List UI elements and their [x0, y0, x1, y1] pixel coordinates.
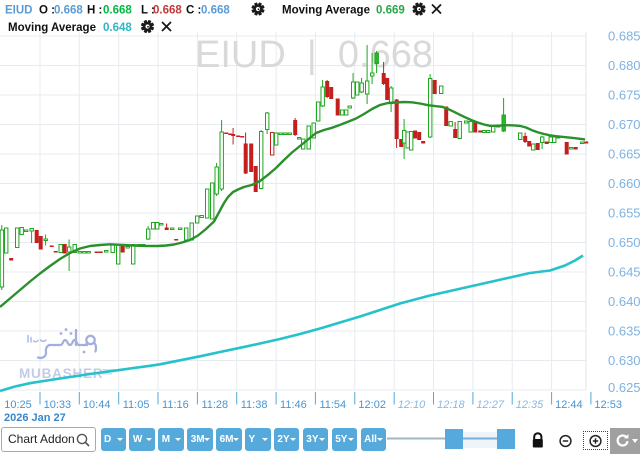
svg-text:0.630: 0.630: [608, 353, 640, 368]
svg-text:11:38: 11:38: [241, 399, 268, 411]
svg-text:0.655: 0.655: [608, 206, 640, 221]
svg-text:10:25: 10:25: [4, 399, 32, 411]
svg-text:0.680: 0.680: [608, 58, 640, 73]
svg-text:12:27: 12:27: [476, 399, 504, 411]
svg-text:0.669: 0.669: [376, 5, 405, 17]
svg-text:EIUD | 0.668: EIUD | 0.668: [195, 34, 433, 76]
svg-text:0.668: 0.668: [153, 5, 182, 17]
svg-text:12:44: 12:44: [555, 399, 583, 411]
svg-text:Moving Average: Moving Average: [282, 5, 370, 17]
svg-text:10:33: 10:33: [44, 399, 72, 411]
svg-text:C :: C :: [186, 5, 201, 17]
svg-text:0.660: 0.660: [608, 176, 640, 191]
svg-text:O :: O :: [39, 5, 55, 17]
svg-text:0.640: 0.640: [608, 294, 640, 309]
svg-text:10:44: 10:44: [83, 399, 111, 411]
svg-text:2026 Jan 27: 2026 Jan 27: [4, 412, 66, 424]
svg-text:12:18: 12:18: [437, 399, 465, 411]
svg-text:12:53: 12:53: [594, 399, 622, 411]
svg-text:H :: H :: [87, 5, 102, 17]
svg-text:11:28: 11:28: [201, 399, 228, 411]
svg-text:0.645: 0.645: [608, 265, 640, 280]
svg-text:MUBASHER: MUBASHER: [19, 366, 103, 381]
svg-text:11:54: 11:54: [319, 399, 346, 411]
svg-text:12:10: 12:10: [398, 399, 426, 411]
svg-text:11:05: 11:05: [123, 399, 150, 411]
svg-text:EIUD: EIUD: [5, 5, 32, 17]
svg-text:0.665: 0.665: [608, 147, 640, 162]
svg-text:0.675: 0.675: [608, 88, 640, 103]
svg-text:0.635: 0.635: [608, 324, 640, 339]
svg-text:11:46: 11:46: [280, 399, 307, 411]
svg-text:0.668: 0.668: [54, 5, 83, 17]
svg-text:12:35: 12:35: [516, 399, 544, 411]
svg-text:0.648: 0.648: [103, 22, 132, 34]
svg-text:L :: L :: [141, 5, 155, 17]
svg-text:0.668: 0.668: [201, 5, 230, 17]
svg-text:0.650: 0.650: [608, 235, 640, 250]
svg-text:0.685: 0.685: [608, 29, 640, 44]
svg-text:11:16: 11:16: [162, 399, 189, 411]
svg-text:0.668: 0.668: [103, 5, 132, 17]
svg-text:Moving Average: Moving Average: [8, 22, 96, 34]
svg-text:12:02: 12:02: [358, 399, 386, 411]
svg-text:0.670: 0.670: [608, 117, 640, 132]
svg-text:0.625: 0.625: [608, 380, 640, 395]
